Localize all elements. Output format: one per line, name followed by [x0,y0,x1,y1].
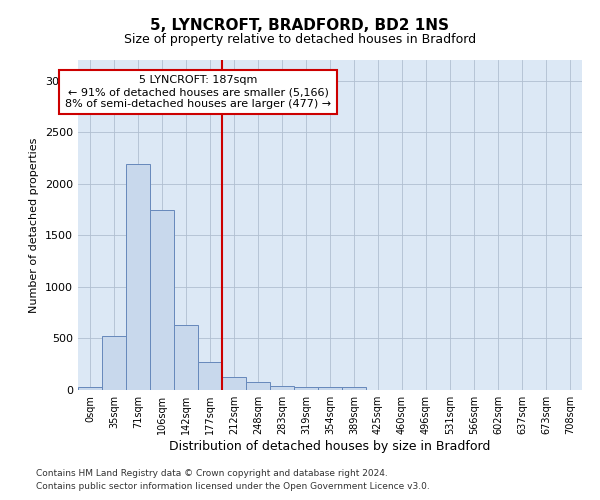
Bar [294,387,318,390]
Text: Size of property relative to detached houses in Bradford: Size of property relative to detached ho… [124,32,476,46]
Y-axis label: Number of detached properties: Number of detached properties [29,138,40,312]
Bar [342,387,366,390]
Bar [78,387,102,390]
X-axis label: Distribution of detached houses by size in Bradford: Distribution of detached houses by size … [169,440,491,453]
Bar [150,210,174,390]
Bar [246,382,270,390]
Bar [198,362,222,390]
Bar [222,376,246,390]
Text: 5 LYNCROFT: 187sqm
← 91% of detached houses are smaller (5,166)
8% of semi-detac: 5 LYNCROFT: 187sqm ← 91% of detached hou… [65,76,331,108]
Bar [102,336,126,390]
Bar [174,325,198,390]
Bar [318,388,342,390]
Text: 5, LYNCROFT, BRADFORD, BD2 1NS: 5, LYNCROFT, BRADFORD, BD2 1NS [151,18,449,32]
Text: Contains HM Land Registry data © Crown copyright and database right 2024.
Contai: Contains HM Land Registry data © Crown c… [36,470,430,491]
Bar [126,164,150,390]
Bar [270,386,294,390]
